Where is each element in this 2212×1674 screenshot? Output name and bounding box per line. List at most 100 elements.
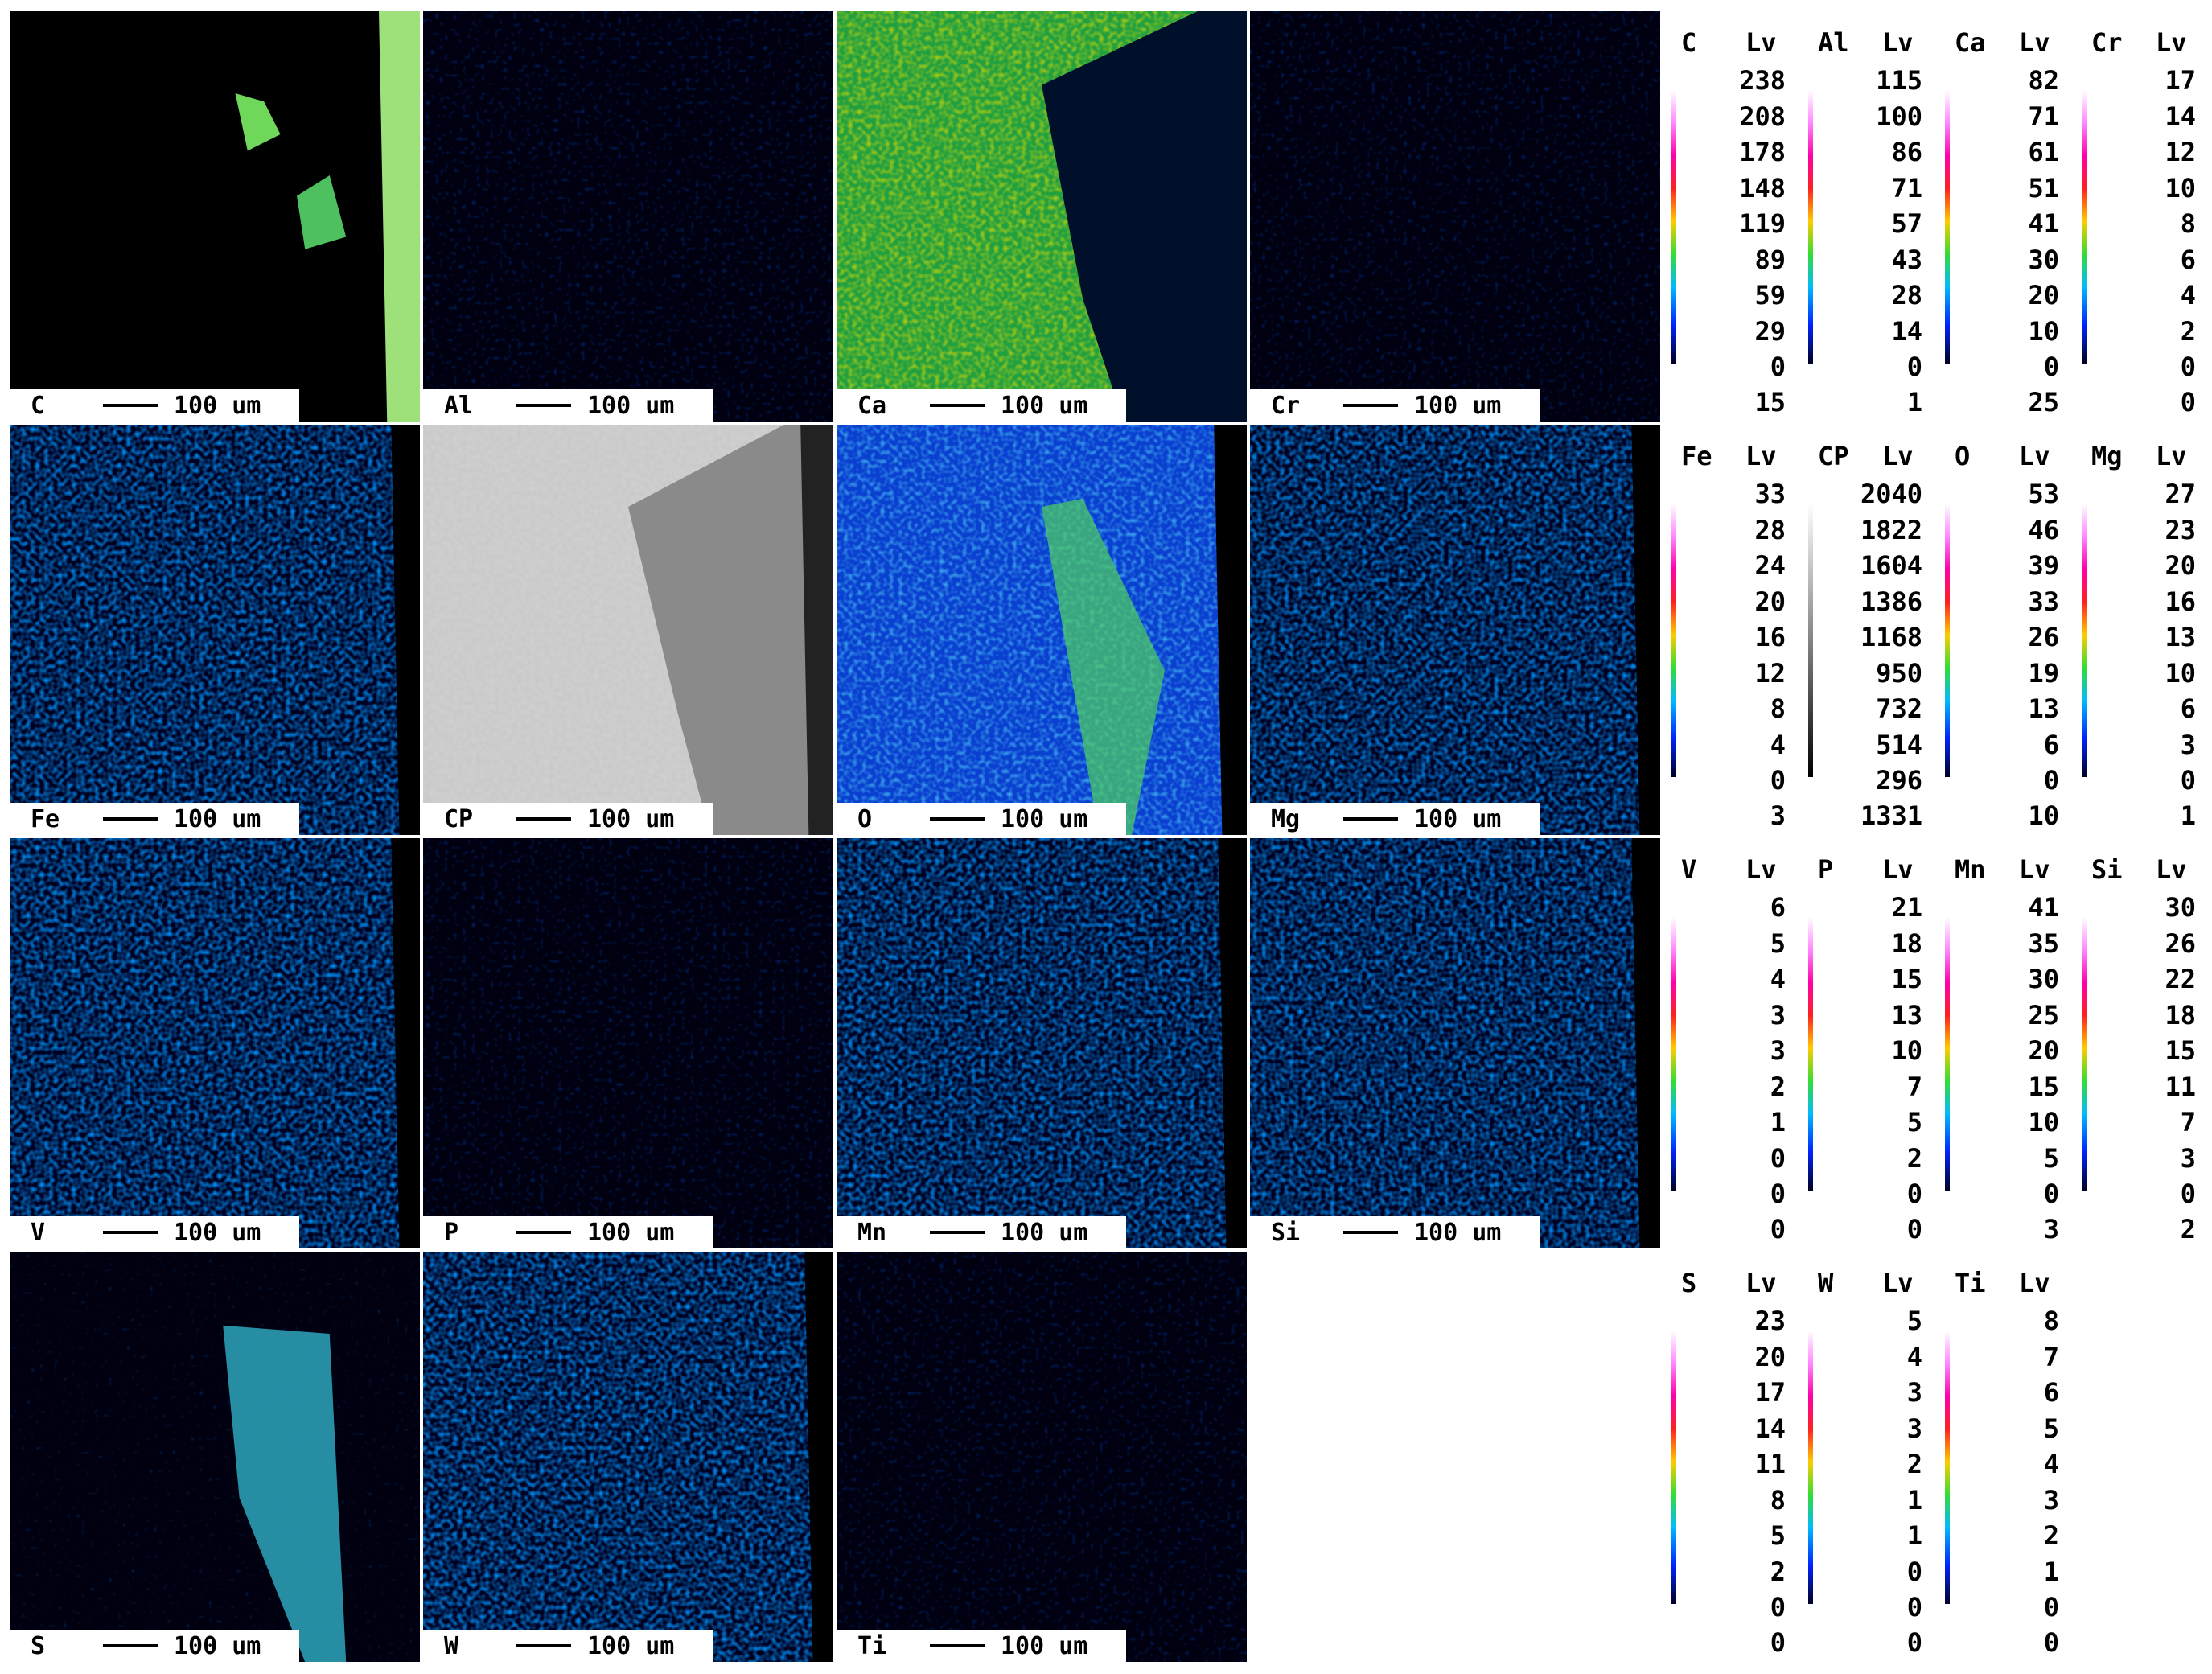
legend-level-value: 18 [2165,999,2196,1030]
legend-level-value: 6 [2043,1377,2059,1408]
map-caption: Fe 100 um [10,803,299,835]
legend-element-label: C [1681,27,1697,58]
level-legend: C Lv 238 208 178 148 119 89 59 29 0 15 Al Lv 115 100 86 7… [1665,0,2212,1674]
legend-level-value: 30 [2165,892,2196,923]
legend-level-value: 4 [1906,1341,1922,1372]
legend-level-value: 0 [1770,352,1786,382]
legend-level-value: 14 [1754,1413,1786,1444]
legend-level-value: 10 [2028,315,2059,347]
legend-level-value: 16 [2165,586,2196,617]
legend-colorbar [1808,504,1813,777]
legend-level-value: 57 [1891,208,1922,239]
map-caption: W 100 um [423,1630,713,1662]
legend-level-value: 0 [1770,1592,1786,1623]
legend-unit-label: Lv [2019,1268,2050,1298]
legend-level-value: 53 [2028,479,2059,509]
legend-level-value: 46 [2028,514,2059,545]
legend-level-value: 0 [2043,1178,2059,1209]
legend-colorbar [1808,1331,1813,1604]
legend-unit-label: Lv [1882,1268,1914,1298]
legend-level-value: 1386 [1860,586,1922,617]
legend-level-value: 148 [1739,172,1786,204]
legend-level-value: 950 [1876,657,1922,689]
legend-level-value: 20 [1754,1341,1786,1372]
legend-level-value: 1604 [1860,550,1922,581]
legend-level-value: 1 [1770,1107,1786,1137]
legend-level-value: 15 [2165,1035,2196,1066]
legend-level-value: 20 [2028,280,2059,311]
map-panel-cr: Cr 100 um [1250,11,1660,422]
legend-bottom-value: 3 [1770,800,1786,831]
scale-bar [930,404,985,407]
scale-label: 100 um [174,1218,261,1247]
legend-colorbar [1945,90,1950,364]
legend-group: S Lv 23 20 17 14 11 8 5 2 0 0 W Lv 5 4 3 3 2 1 1 0 0 0 Ti Lv 8 7 6 5 4… [1665,1255,2212,1658]
legend-element-label: Fe [1681,441,1712,471]
legend-level-value: 61 [2028,137,2059,167]
legend-level-value: 20 [1754,586,1786,617]
legend-level-value: 3 [1770,1035,1786,1066]
map-panel-mn: Mn 100 um [837,838,1247,1248]
legend-element-label: Cr [2091,27,2123,58]
scale-label: 100 um [1001,391,1088,420]
legend-colorbar [1945,1331,1950,1604]
map-panel-si: Si 100 um [1250,838,1660,1248]
legend-level-value: 6 [1770,892,1786,923]
legend-unit-label: Lv [1882,27,1914,58]
legend-level-value: 10 [1891,1035,1922,1066]
legend-bottom-value: 15 [1754,387,1786,417]
scale-label: 100 um [587,1631,675,1660]
legend-level-value: 19 [2028,657,2059,689]
legend-bottom-value: 1 [2180,800,2196,831]
legend-unit-label: Lv [1745,441,1777,471]
element-map-image [1250,11,1660,422]
legend-level-value: 12 [1754,657,1786,689]
scale-label: 100 um [1414,804,1502,833]
legend-level-value: 8 [2043,1306,2059,1336]
legend-level-value: 4 [2180,280,2196,311]
legend-bottom-value: 0 [1906,1627,1922,1658]
map-panel-c: C 100 um [10,11,420,422]
scale-label: 100 um [1001,804,1088,833]
map-caption: O 100 um [837,803,1126,835]
legend-colorbar [1808,90,1813,364]
legend-group: C Lv 238 208 178 148 119 89 59 29 0 15 Al Lv 115 100 86 7… [1665,14,2212,417]
scale-bar [103,404,158,407]
legend-level-value: 6 [2180,693,2196,724]
legend-element-label: Mg [2091,441,2123,471]
legend-colorbar [1671,504,1676,777]
map-element-label: S [31,1631,46,1660]
legend-colorbar [1945,504,1950,777]
legend-level-value: 15 [1891,964,1922,994]
legend-level-value: 1 [2043,1556,2059,1587]
scale-label: 100 um [1414,1218,1502,1247]
map-element-label: Cr [1271,391,1301,420]
legend-level-value: 14 [2165,101,2196,132]
scale-bar [516,404,571,407]
legend-level-value: 29 [1754,315,1786,347]
map-element-label: O [857,804,873,833]
legend-level-value: 30 [2028,244,2059,275]
map-caption: C 100 um [10,389,299,422]
legend-level-value: 208 [1739,101,1786,132]
map-element-label: Fe [31,804,60,833]
map-caption: P 100 um [423,1216,713,1248]
legend-level-value: 1822 [1860,514,1922,545]
legend-element-label: W [1818,1268,1834,1298]
legend-unit-label: Lv [2156,27,2187,58]
legend-level-value: 89 [1754,244,1786,275]
map-panel-o: O 100 um [837,425,1247,835]
map-caption: V 100 um [10,1216,299,1248]
element-map-image [837,838,1247,1248]
legend-bottom-value: 10 [2028,800,2059,831]
legend-level-value: 5 [2043,1413,2059,1444]
legend-colorbar [1808,917,1813,1191]
legend-level-value: 7 [1906,1071,1922,1102]
map-panel-cp: CP 100 um [423,425,833,835]
legend-unit-label: Lv [2019,854,2050,885]
map-panel-v: V 100 um [10,838,420,1248]
legend-level-value: 5 [2043,1142,2059,1174]
legend-bottom-value: 0 [1770,1627,1786,1658]
legend-level-value: 732 [1876,693,1922,724]
legend-level-value: 71 [2028,101,2059,132]
